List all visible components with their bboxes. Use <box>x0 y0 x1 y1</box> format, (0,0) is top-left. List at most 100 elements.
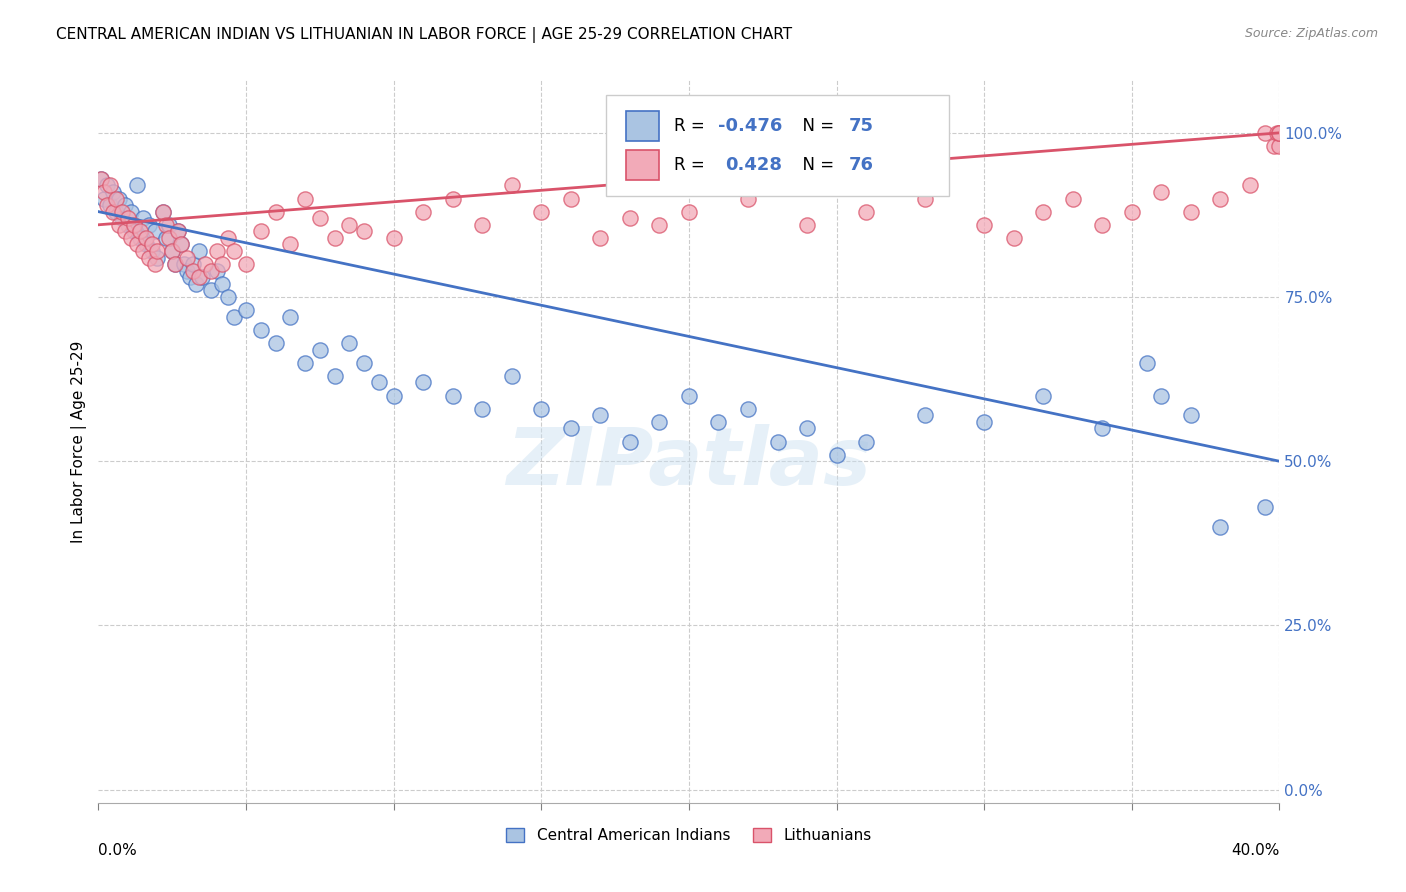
Point <box>132 211 155 226</box>
Point <box>530 401 553 416</box>
Point <box>128 231 150 245</box>
Point <box>382 388 405 402</box>
Point <box>211 277 233 291</box>
Point <box>412 376 434 390</box>
Point <box>796 421 818 435</box>
Point <box>146 251 169 265</box>
Point <box>111 204 134 219</box>
Point <box>280 237 302 252</box>
Point <box>105 204 128 219</box>
Point <box>167 224 190 238</box>
Point <box>152 204 174 219</box>
Point <box>914 192 936 206</box>
Point <box>143 257 166 271</box>
Point <box>309 211 332 226</box>
Point <box>165 257 187 271</box>
Point <box>323 368 346 383</box>
Text: R =: R = <box>673 156 714 174</box>
Point <box>1062 192 1084 206</box>
Point <box>323 231 346 245</box>
Point <box>264 204 287 219</box>
Text: N =: N = <box>792 156 839 174</box>
Point <box>125 178 148 193</box>
Point <box>412 204 434 219</box>
Point <box>1268 126 1291 140</box>
Text: Source: ZipAtlas.com: Source: ZipAtlas.com <box>1244 27 1378 40</box>
Point <box>471 218 494 232</box>
Point <box>143 224 166 238</box>
Point <box>200 284 222 298</box>
Point <box>157 218 180 232</box>
Point <box>1254 126 1277 140</box>
Point <box>737 192 759 206</box>
Point <box>165 257 187 271</box>
Point <box>184 277 207 291</box>
Point <box>176 251 198 265</box>
Point <box>825 448 848 462</box>
Point <box>224 310 246 324</box>
Point <box>111 211 134 226</box>
Point <box>90 171 112 186</box>
Point <box>250 224 273 238</box>
Point <box>294 192 316 206</box>
Point <box>589 409 612 423</box>
Point <box>205 264 228 278</box>
Point <box>309 343 332 357</box>
Point <box>1121 204 1143 219</box>
Point <box>250 323 273 337</box>
Point <box>194 257 217 271</box>
Point <box>93 185 115 199</box>
Point <box>1265 126 1288 140</box>
Text: 76: 76 <box>848 156 873 174</box>
FancyBboxPatch shape <box>626 111 659 141</box>
Y-axis label: In Labor Force | Age 25-29: In Labor Force | Age 25-29 <box>72 341 87 542</box>
Point <box>1136 356 1159 370</box>
Point <box>1032 388 1054 402</box>
Point <box>501 368 523 383</box>
Text: R =: R = <box>673 117 710 135</box>
Point <box>796 218 818 232</box>
Point <box>235 303 257 318</box>
Point <box>648 415 671 429</box>
Point <box>181 264 204 278</box>
Point <box>96 178 118 193</box>
Point <box>179 270 201 285</box>
Point <box>191 270 214 285</box>
Point <box>1239 178 1261 193</box>
Point <box>441 192 464 206</box>
FancyBboxPatch shape <box>606 95 949 196</box>
Point <box>973 218 995 232</box>
Point <box>224 244 246 258</box>
Point <box>280 310 302 324</box>
Point <box>122 224 145 238</box>
Point <box>1254 500 1277 515</box>
Point <box>96 198 118 212</box>
Point <box>1180 409 1202 423</box>
Point <box>157 231 180 245</box>
Point <box>120 231 142 245</box>
Point <box>117 218 139 232</box>
Point <box>339 336 361 351</box>
Point <box>339 218 361 232</box>
Point <box>138 218 160 232</box>
Point <box>98 198 121 212</box>
Point <box>117 211 139 226</box>
Point <box>501 178 523 193</box>
Point <box>619 211 641 226</box>
Point <box>125 237 148 252</box>
Point <box>235 257 257 271</box>
Point <box>217 231 239 245</box>
Point <box>217 290 239 304</box>
Point <box>441 388 464 402</box>
Text: 75: 75 <box>848 117 873 135</box>
Point <box>146 244 169 258</box>
FancyBboxPatch shape <box>626 150 659 180</box>
Point <box>162 244 183 258</box>
Point <box>648 218 671 232</box>
Point <box>205 244 228 258</box>
Text: ZIPatlas: ZIPatlas <box>506 425 872 502</box>
Text: 0.0%: 0.0% <box>98 843 138 857</box>
Point <box>138 251 160 265</box>
Point <box>135 237 157 252</box>
Point <box>141 244 163 258</box>
